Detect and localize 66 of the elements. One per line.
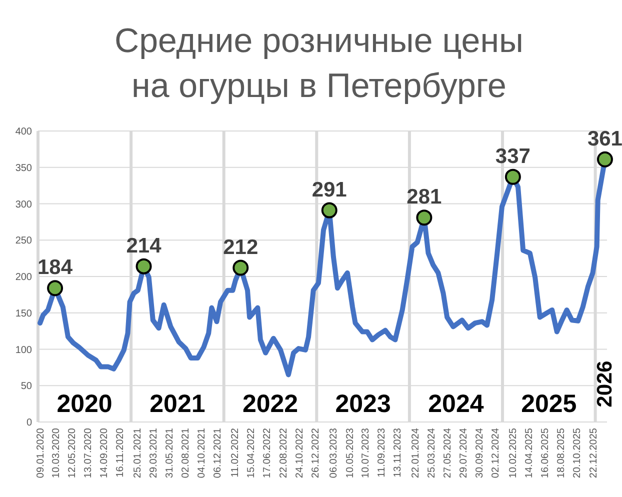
point [321,202,338,218]
x-tick-label: 12.05.2020 [67,428,78,478]
x-tick-label: 02.08.2021 [180,428,192,478]
point [596,151,613,168]
x-tick-label: 24.10.2022 [294,428,306,478]
x-tick-label: 16.11.2020 [114,428,126,478]
x-tick-label: 06.03.2023 [328,428,340,478]
ref-line-label: 2025 [521,390,577,418]
point [504,168,521,185]
data-label: 337 [495,144,530,168]
x-tick-label: 20.10.2025 [572,428,584,478]
x-tick-label: 27.05.2024 [442,428,454,478]
ref-line-label: 2021 [150,390,206,418]
x-tick-label: 30.09.2024 [474,428,486,478]
x-tick-label: 11.09.2023 [376,428,388,478]
y-tick-label: 200 [15,272,32,283]
data-label: 361 [587,127,622,150]
y-tick-label: 400 [15,126,32,138]
y-tick-label: 150 [15,308,32,320]
x-tick-label: 26.12.2022 [310,428,322,478]
x-tick-label: 18.08.2025 [556,428,568,478]
data-label: 184 [38,256,73,280]
data-label: 212 [223,236,258,259]
data-label: 281 [406,186,442,209]
x-tick-label: 06.12.2021 [212,428,224,478]
point [416,210,432,226]
x-tick-label: 09.01.2020 [36,428,47,478]
y-tick-label: 100 [15,344,32,356]
y-tick-label: 50 [20,381,32,392]
x-tick-label: 31.05.2021 [164,428,176,478]
y-tick-label: 300 [15,199,32,210]
x-tick-label: 15.04.2022 [246,428,257,478]
x-tick-label: 29.07.2024 [458,428,470,478]
x-tick-label: 25.01.2021 [132,428,144,478]
x-tick-label: 29.03.2021 [148,428,160,478]
x-tick-label: 11.02.2022 [230,428,241,478]
point [232,260,249,276]
x-tick-label: 10.02.2025 [508,428,520,478]
x-tick-label: 02.12.2024 [490,428,502,478]
ref-line-label: 2024 [428,390,484,418]
data-label: 291 [312,178,348,202]
x-tick-label: 25.03.2024 [426,428,438,478]
ref-line-label: 2026 [593,360,616,408]
point [47,280,64,296]
x-tick-label: 13.07.2020 [82,428,94,478]
x-tick-label: 14.09.2020 [98,428,110,478]
x-tick-label: 14.04.2025 [524,428,536,478]
x-tick-label: 10.05.2023 [344,428,356,478]
y-tick-label: 350 [15,162,32,174]
x-tick-label: 22.01.2024 [410,428,422,478]
x-tick-label: 22.12.2025 [588,428,600,478]
ref-line-label: 2023 [335,390,391,418]
y-tick-label: 250 [15,236,32,247]
ref-line-label: 2022 [242,390,298,418]
x-tick-label: 17.06.2022 [262,428,273,478]
y-tick-label: 0 [26,418,32,428]
x-tick-label: 13.11.2023 [392,428,404,478]
x-tick-label: 04.10.2021 [196,428,208,478]
x-tick-label: 22.08.2022 [278,428,290,478]
data-label: 214 [126,234,162,258]
point [136,258,152,274]
x-tick-label: 10.07.2023 [360,428,372,478]
x-tick-label: 16.06.2025 [540,428,552,478]
ref-line-label: 2020 [56,390,112,418]
chart-title: Средние розничные цены на огурцы в Петербурге [114,22,524,105]
x-tick-label: 10.03.2020 [51,428,62,478]
